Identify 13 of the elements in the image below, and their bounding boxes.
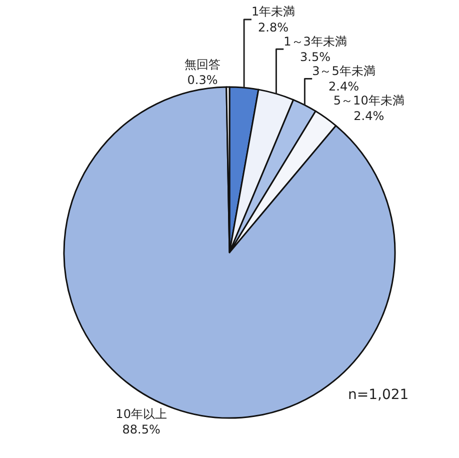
text: n=1,021 (348, 387, 409, 403)
data-label: 2.4% (328, 79, 359, 94)
slice-label: 1年未満 (251, 4, 296, 19)
data-label: 2.4% (354, 109, 384, 124)
slice-label: 無回答 (184, 57, 221, 72)
slice-label: 5～10年未満 (333, 93, 404, 108)
data-label: 88.5% (122, 422, 160, 437)
data-label: 0.3% (187, 73, 218, 88)
slice-label: 3～5年未満 (312, 64, 376, 78)
slice-label: 10年以上 (116, 406, 167, 421)
data-label: 2.8% (258, 20, 289, 34)
slice-label: 1～3年未満 (284, 34, 347, 48)
data-label: 3.5% (300, 50, 331, 64)
